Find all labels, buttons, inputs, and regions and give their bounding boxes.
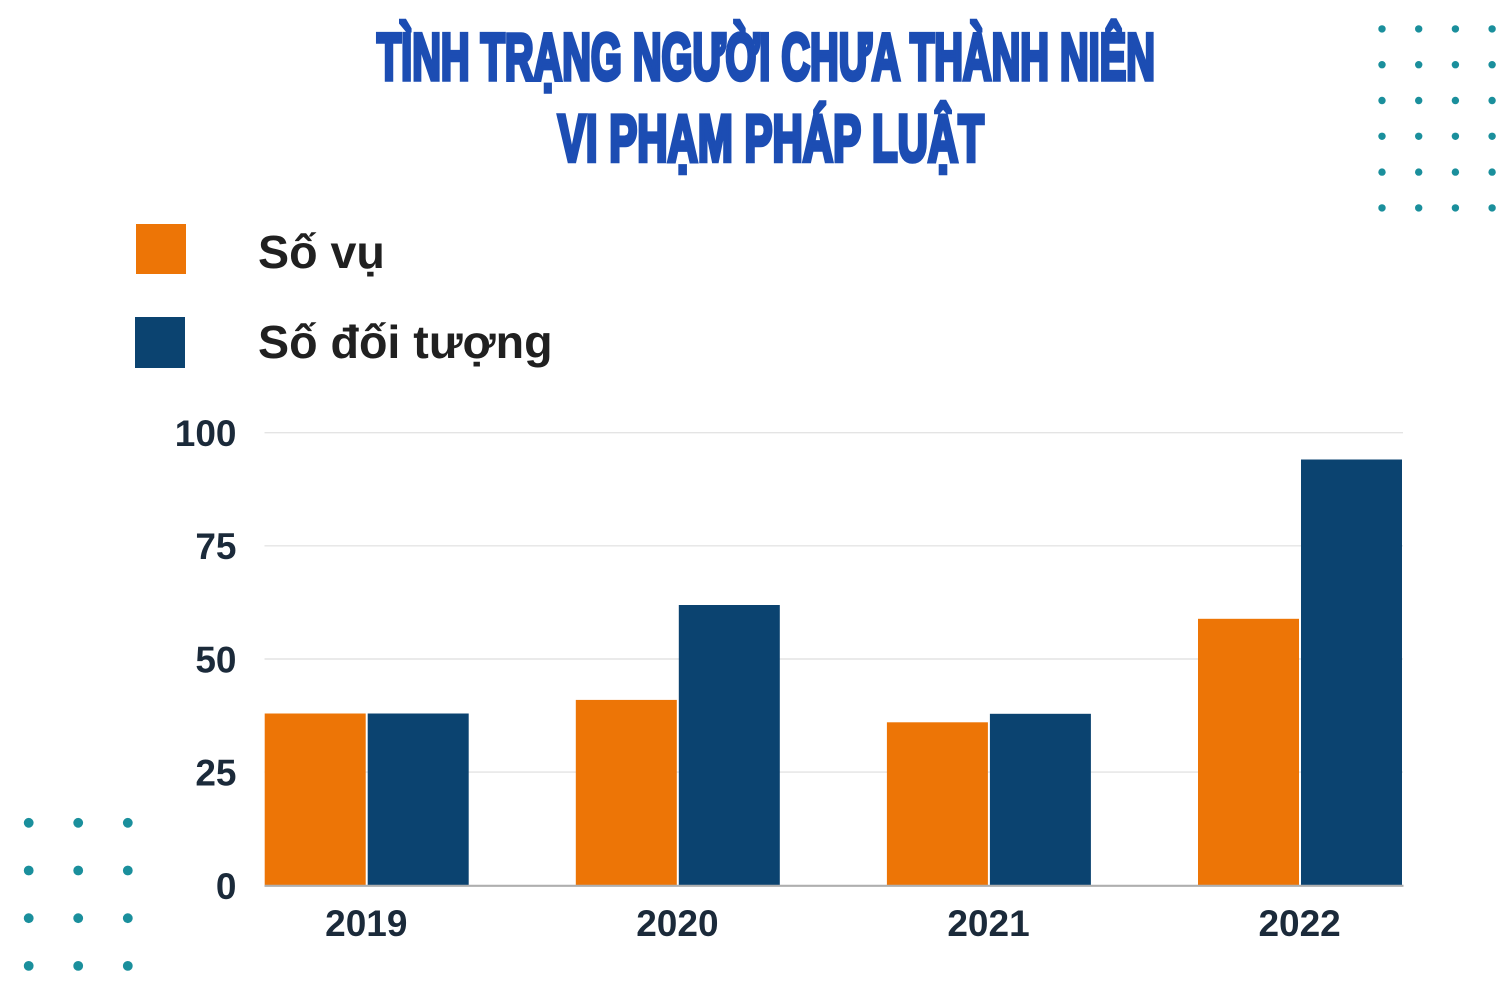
svg-text:VI PHẠM PHÁP LUẬT: VI PHẠM PHÁP LUẬT bbox=[558, 101, 984, 175]
svg-text:100: 100 bbox=[175, 413, 237, 454]
svg-text:2021: 2021 bbox=[947, 903, 1029, 944]
svg-text:25: 25 bbox=[195, 752, 236, 793]
svg-text:0: 0 bbox=[216, 866, 237, 907]
svg-text:2022: 2022 bbox=[1258, 903, 1340, 944]
svg-text:75: 75 bbox=[195, 526, 236, 567]
svg-text:2020: 2020 bbox=[636, 903, 718, 944]
svg-text:Số vụ: Số vụ bbox=[258, 226, 385, 278]
svg-text:2019: 2019 bbox=[325, 903, 407, 944]
svg-text:50: 50 bbox=[195, 639, 236, 680]
svg-text:Số đối tượng: Số đối tượng bbox=[258, 316, 553, 368]
svg-text:TÌNH TRẠNG NGƯỜI CHƯA THÀNH NI: TÌNH TRẠNG NGƯỜI CHƯA THÀNH NIÊN bbox=[377, 20, 1155, 94]
